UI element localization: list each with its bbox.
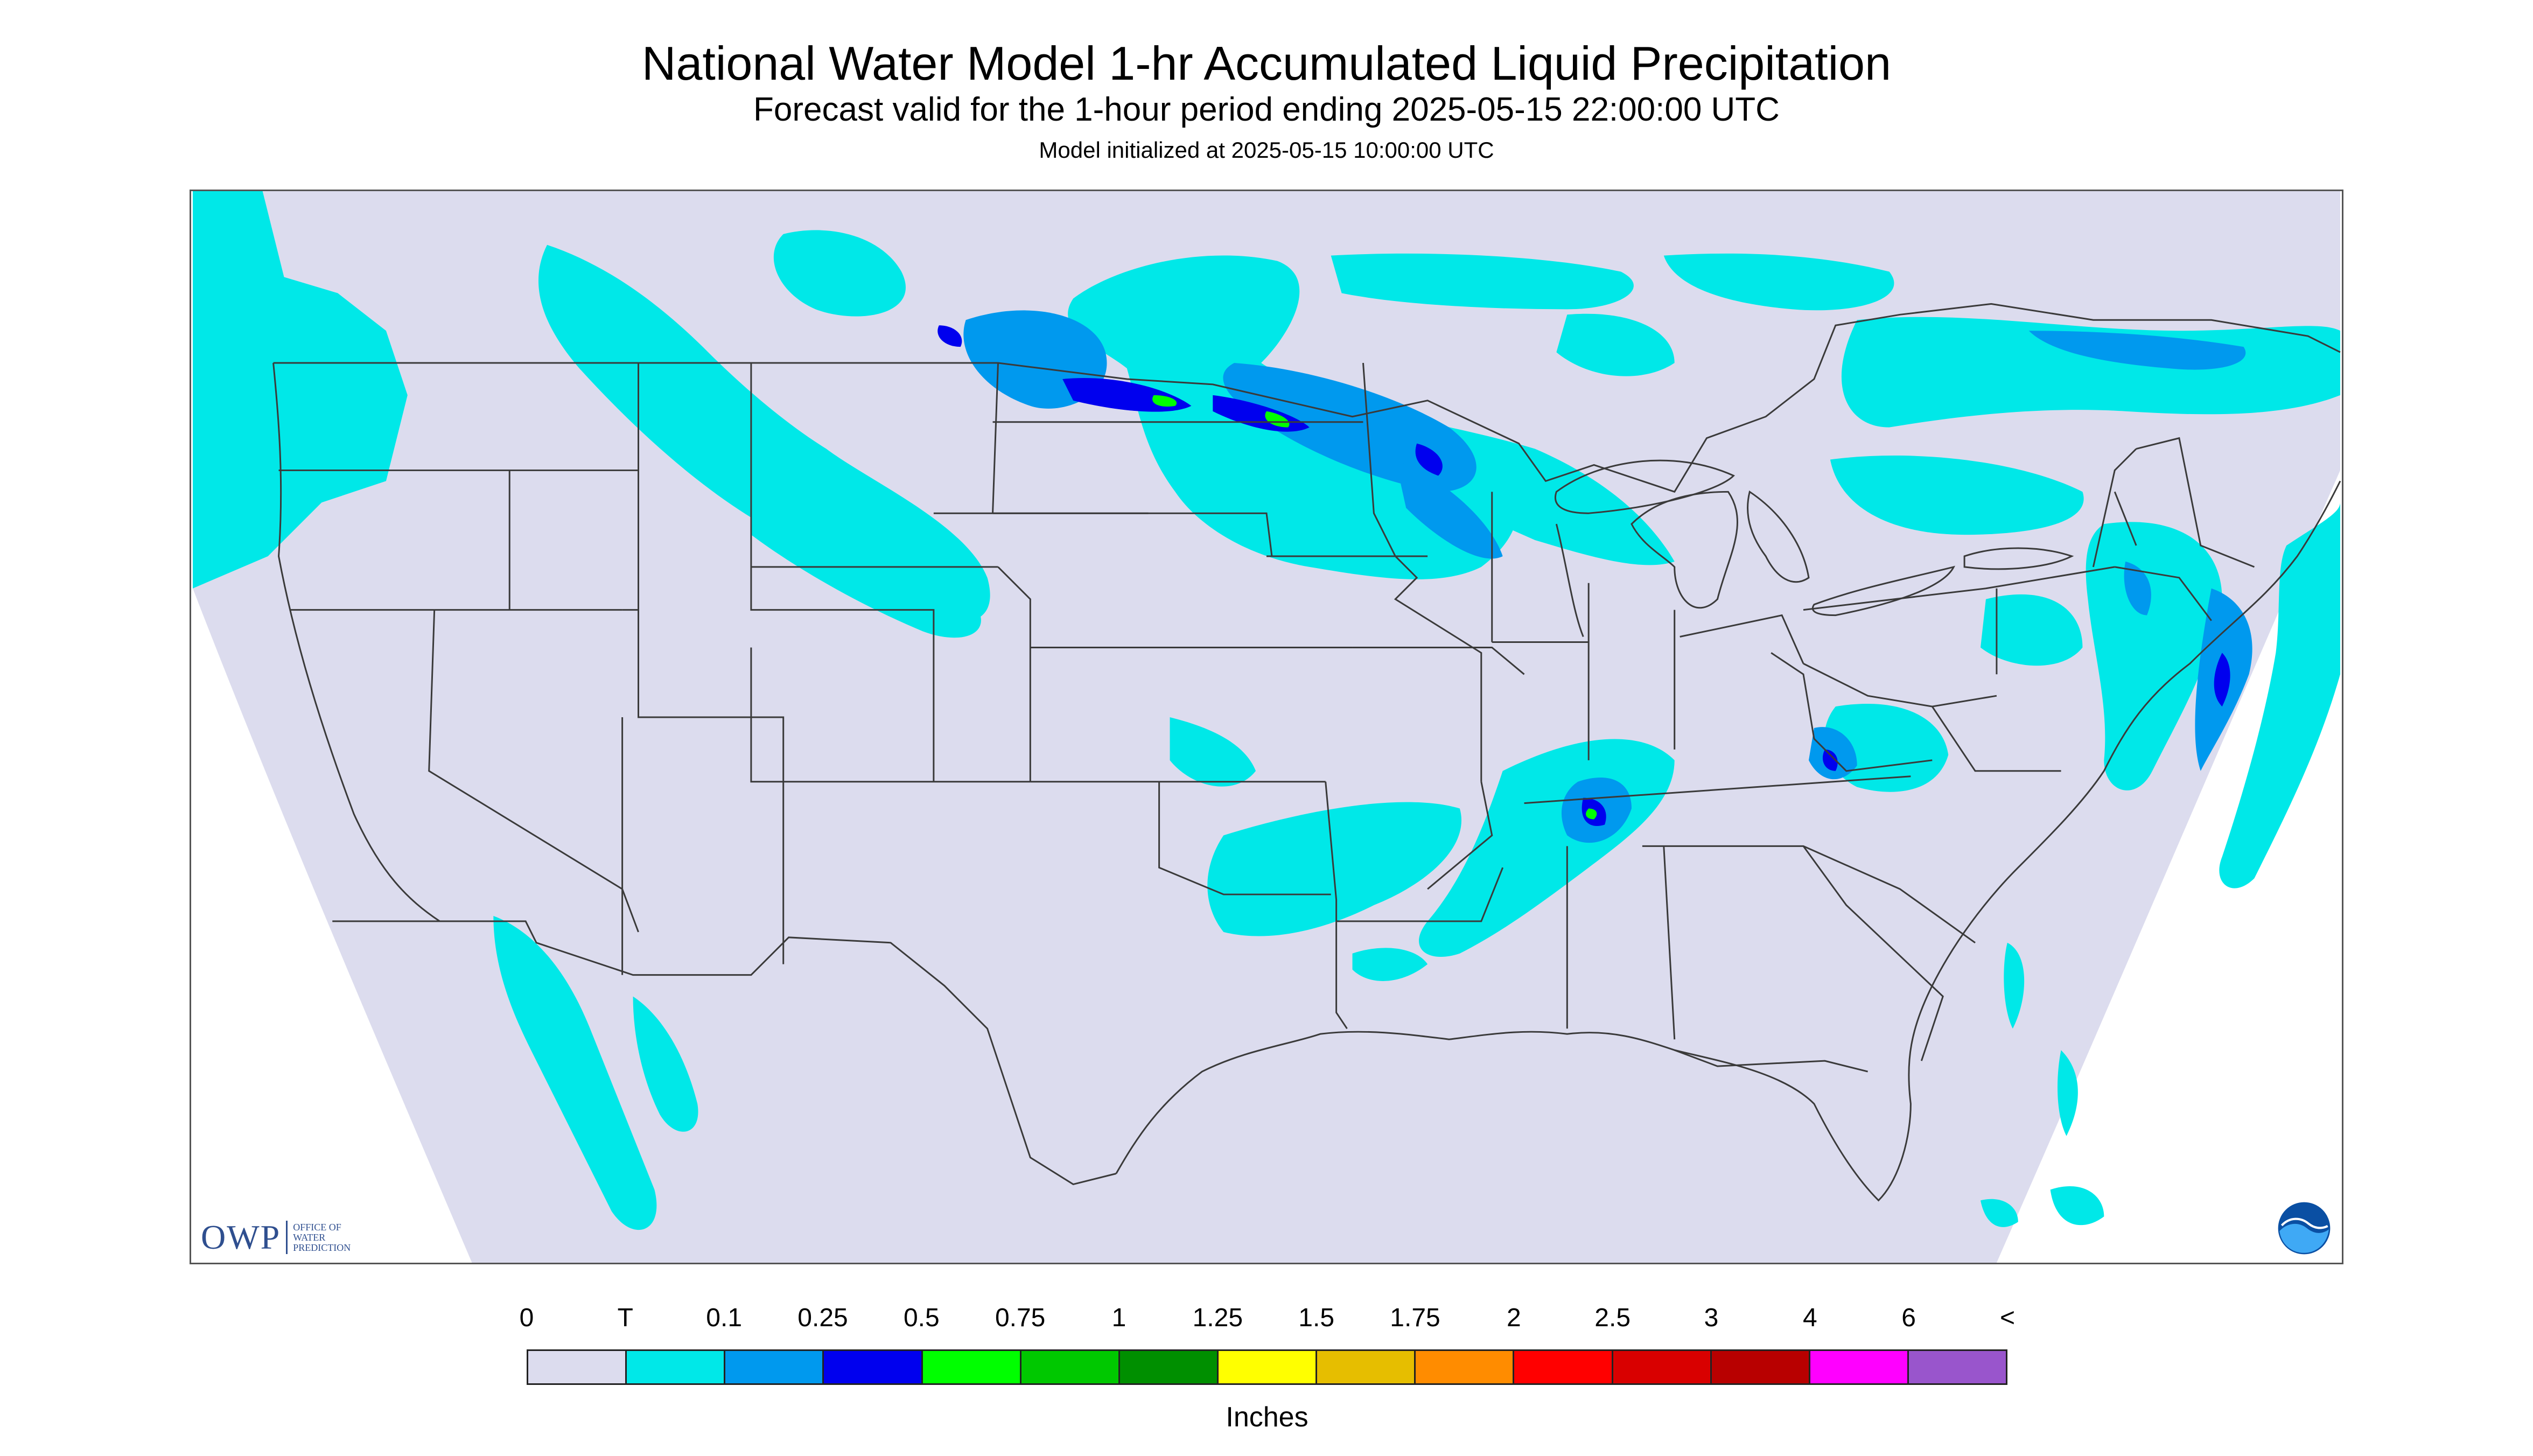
legend-swatch <box>725 1351 824 1383</box>
legend-tick-label: 6 <box>1901 1304 1916 1332</box>
legend-swatch <box>1218 1351 1318 1383</box>
legend-tick-label: 1.75 <box>1390 1304 1440 1332</box>
legend-tick-label: 4 <box>1802 1304 1817 1332</box>
legend-swatch <box>528 1351 627 1383</box>
owp-logo-text: OWP <box>201 1218 281 1256</box>
model-init-label: Model initialized at 2025-05-15 10:00:00… <box>1039 137 1494 163</box>
precip-half-areas <box>1152 395 1597 820</box>
legend-swatch <box>1119 1351 1219 1383</box>
precipitation-legend: 0 T 0.1 0.25 0.5 0.75 1 1.25 1.5 1.75 2 2.5 3 4 6 < Inc… <box>520 1303 2015 1443</box>
legend-tick-label: 0 <box>519 1304 534 1332</box>
legend-tick-label: 0.75 <box>995 1304 1046 1332</box>
legend-tick-label: 0.25 <box>797 1304 848 1332</box>
legend-tick-label: 1.5 <box>1298 1304 1335 1332</box>
precipitation-map: OWP OFFICE OF WATER PREDICTION <box>190 190 2343 1264</box>
noaa-logo-icon <box>2276 1200 2332 1256</box>
legend-tick-label: 3 <box>1704 1304 1719 1332</box>
legend-swatch <box>1317 1351 1416 1383</box>
owp-logo-divider <box>286 1221 288 1254</box>
legend-units-label: Inches <box>1226 1402 1309 1433</box>
legend-tick-label: 2 <box>1506 1304 1521 1332</box>
legend-swatch <box>1810 1351 1909 1383</box>
legend-swatch <box>1021 1351 1120 1383</box>
precip-tenth-areas <box>963 310 2252 843</box>
legend-tick-label: T <box>617 1304 633 1332</box>
legend-swatch <box>922 1351 1021 1383</box>
legend-tick-label: 2.5 <box>1594 1304 1631 1332</box>
legend-tick-label: 1 <box>1111 1304 1126 1332</box>
legend-tick-label: < <box>1999 1304 2016 1332</box>
legend-swatch <box>627 1351 726 1383</box>
map-canvas <box>193 191 2341 1263</box>
legend-tick-label: 0.1 <box>706 1304 743 1332</box>
owp-logo-subtext: OFFICE OF WATER PREDICTION <box>293 1221 351 1253</box>
legend-swatch <box>1416 1351 1515 1383</box>
legend-swatch <box>1908 1351 2006 1383</box>
legend-tick-labels: 0 T 0.1 0.25 0.5 0.75 1 1.25 1.5 1.75 2 2.5 3 4 6 < <box>520 1303 2015 1335</box>
owp-logo: OWP OFFICE OF WATER PREDICTION <box>201 1217 368 1257</box>
legend-tick-label: 0.5 <box>903 1304 940 1332</box>
legend-swatch <box>1711 1351 1810 1383</box>
legend-color-bar <box>527 1349 2007 1385</box>
state-boundaries <box>272 303 2341 1202</box>
legend-tick-label: 1.25 <box>1192 1304 1243 1332</box>
map-subtitle: Forecast valid for the 1-hour period end… <box>753 91 1780 128</box>
legend-swatch <box>1613 1351 1712 1383</box>
legend-swatch <box>1514 1351 1613 1383</box>
legend-swatch <box>824 1351 923 1383</box>
map-title: National Water Model 1-hr Accumulated Li… <box>641 37 1892 90</box>
